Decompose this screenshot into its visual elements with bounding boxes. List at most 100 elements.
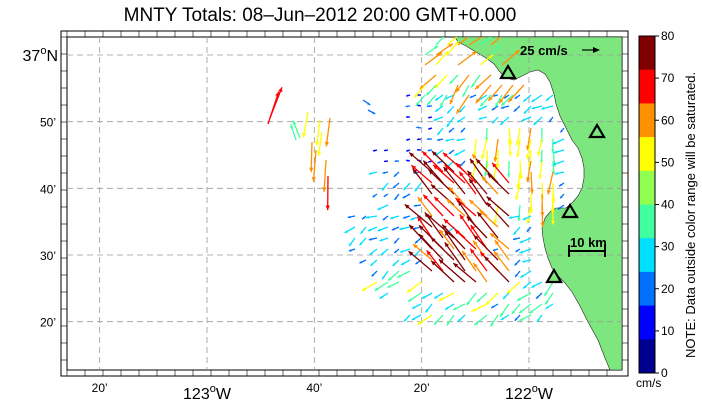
- current-vector: [469, 94, 477, 99]
- current-vector: [511, 303, 521, 315]
- current-vector: [446, 314, 455, 326]
- current-vector: [325, 175, 330, 211]
- current-vector: [427, 149, 433, 152]
- radar-site-4: [545, 267, 563, 284]
- current-vector: [422, 194, 444, 217]
- current-vector: [435, 50, 449, 66]
- current-vector: [514, 259, 521, 266]
- current-vector: [479, 94, 492, 107]
- current-vector: [344, 226, 356, 234]
- current-vector: [414, 182, 422, 192]
- current-vector: [381, 270, 389, 280]
- current-vector: [526, 160, 532, 183]
- current-vector: [469, 248, 488, 272]
- map-frame-inner: [66, 36, 623, 371]
- current-vector: [432, 164, 455, 184]
- current-vector: [466, 292, 477, 306]
- current-vector: [494, 94, 503, 108]
- current-vector: [477, 105, 488, 111]
- current-vector: [380, 248, 389, 256]
- current-vector: [446, 37, 460, 46]
- current-vector: [514, 314, 521, 322]
- current-vector: [403, 314, 411, 322]
- current-vector: [449, 84, 459, 105]
- current-vector: [500, 94, 514, 107]
- current-vector: [475, 158, 499, 184]
- current-vector: [466, 216, 488, 239]
- current-vector: [508, 215, 521, 219]
- current-vector: [491, 116, 499, 124]
- current-vector: [433, 116, 444, 122]
- current-vector: [478, 94, 488, 101]
- current-vector: [309, 141, 314, 173]
- colorbar-unit: cm/s: [636, 376, 661, 390]
- colorbar-tick-label: 40: [661, 198, 675, 212]
- current-vector: [538, 160, 543, 180]
- current-vector: [435, 37, 445, 46]
- current-vector: [494, 239, 510, 261]
- current-vector: [408, 152, 433, 173]
- current-vector: [490, 37, 502, 46]
- current-vector: [459, 105, 466, 113]
- current-vector: [519, 237, 532, 244]
- colorbar-note: NOTE: Data outside color range will be s…: [683, 72, 698, 358]
- colorbar-band: [639, 271, 655, 307]
- current-vector: [426, 137, 433, 141]
- current-vector: [498, 84, 514, 104]
- current-vector: [411, 314, 422, 321]
- current-vector: [421, 292, 433, 300]
- current-vector: [515, 127, 521, 146]
- current-vector: [290, 124, 297, 141]
- current-vectors: [267, 37, 565, 327]
- current-vector: [404, 203, 433, 228]
- current-vector: [405, 105, 411, 108]
- current-vector: [368, 171, 378, 175]
- colorbar-band: [639, 204, 655, 239]
- lon-label: 20’: [414, 381, 430, 395]
- current-vector: [438, 292, 455, 302]
- current-vector: [531, 105, 543, 110]
- current-vector: [445, 138, 455, 142]
- current-vector: [513, 105, 521, 113]
- current-vector: [470, 224, 488, 250]
- current-vector: [454, 149, 466, 157]
- current-vector: [444, 164, 466, 184]
- current-vector: [541, 105, 554, 110]
- colorbar-tick-label: 60: [661, 113, 675, 127]
- current-vector: [500, 314, 510, 321]
- current-vector: [416, 216, 433, 239]
- current-vector: [406, 281, 422, 293]
- current-vector: [416, 148, 422, 151]
- current-vector: [444, 303, 455, 311]
- current-vector: [393, 171, 400, 178]
- current-vector: [473, 262, 488, 283]
- current-vector: [503, 94, 510, 99]
- current-vector: [552, 160, 565, 166]
- colorbar-tick-label: 20: [661, 282, 675, 296]
- current-vector: [514, 270, 521, 278]
- current-vector: [490, 303, 499, 309]
- current-vector: [324, 117, 331, 147]
- colorbar-tick-label: 0: [661, 366, 668, 380]
- current-vector: [515, 182, 521, 201]
- current-vector: [501, 49, 521, 66]
- current-vector: [439, 94, 448, 107]
- current-vector: [466, 170, 488, 195]
- current-vector: [433, 314, 444, 326]
- current-vector: [359, 237, 367, 246]
- current-vector: [455, 197, 477, 217]
- current-vector: [446, 40, 460, 56]
- radar-sites: [499, 63, 606, 284]
- current-vector: [468, 199, 488, 217]
- current-vector: [383, 149, 389, 152]
- current-vector: [493, 250, 510, 272]
- current-vector: [535, 292, 543, 300]
- lon-label: 40’: [306, 381, 322, 395]
- current-vector: [530, 281, 543, 289]
- current-vector: [446, 198, 466, 217]
- current-vector: [421, 150, 444, 173]
- current-vector: [348, 237, 356, 247]
- current-vector: [408, 250, 433, 272]
- current-vector: [559, 193, 565, 199]
- current-vector: [519, 248, 532, 254]
